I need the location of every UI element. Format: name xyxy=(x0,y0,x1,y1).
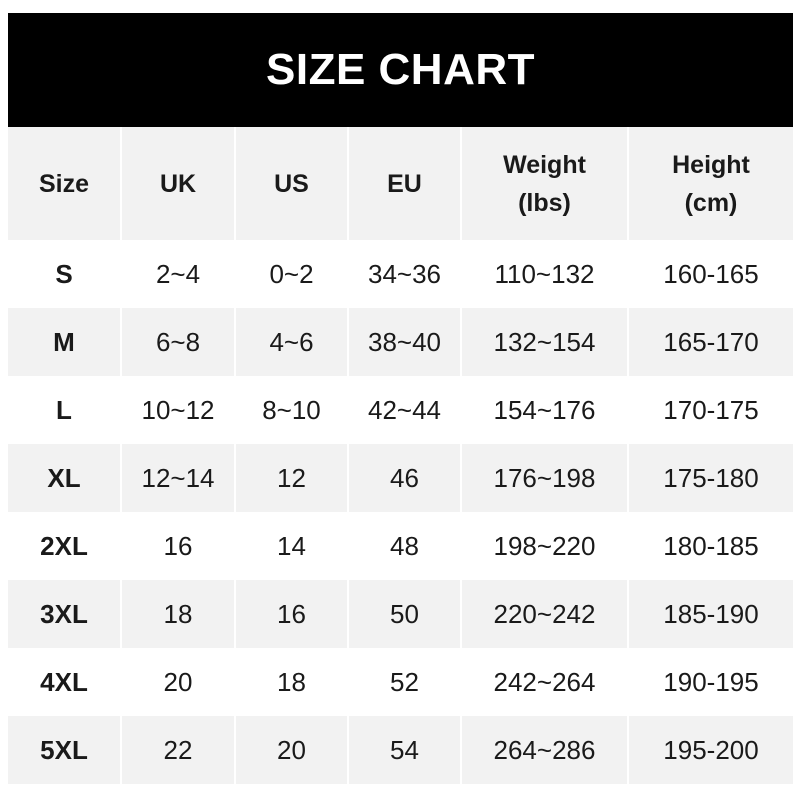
table-row: XL 12~14 12 46 176~198 175-180 xyxy=(8,444,793,512)
size-label: S xyxy=(8,240,122,308)
column-header: US xyxy=(235,127,349,240)
size-label: L xyxy=(8,376,122,444)
table-cell: 132~154 xyxy=(461,308,629,376)
table-cell: 170-175 xyxy=(663,394,759,425)
header-row: Size UK US EU Weight (lbs) Height (cm) xyxy=(8,127,793,240)
table-cell: 195-200 xyxy=(628,716,793,784)
table-cell: 2~4 xyxy=(121,240,236,308)
table-cell: 242~264 xyxy=(461,648,629,716)
table-cell: 10~12 xyxy=(121,376,236,444)
table-cell: 185-190 xyxy=(628,580,793,648)
table-cell: 22 xyxy=(121,716,236,784)
size-label: M xyxy=(8,308,122,376)
table-cell: 46 xyxy=(348,444,462,512)
size-table: Size UK US EU Weight (lbs) Height (cm) S 2~4 0~2 3… xyxy=(8,127,793,784)
table-cell: 42~44 xyxy=(348,376,462,444)
chart-title: SIZE CHART xyxy=(8,13,793,127)
column-header: Weight (lbs) xyxy=(461,127,629,240)
table-row: L 10~12 8~10 42~44 154~176 170-175 xyxy=(8,376,793,444)
table-cell: 110~132 xyxy=(461,240,629,308)
table-row: 3XL 18 16 50 220~242 185-190 xyxy=(8,580,793,648)
table-row: M 6~8 4~6 38~40 132~154 165-170 xyxy=(8,308,793,376)
table-cell: 18 xyxy=(235,648,349,716)
table-cell: 190-195 xyxy=(663,666,759,697)
table-cell: 8~10 xyxy=(235,376,349,444)
table-cell: 4~6 xyxy=(235,308,349,376)
table-cell: 160-165 xyxy=(663,258,759,289)
table-cell: 154~176 xyxy=(461,376,629,444)
table-cell: 18 xyxy=(121,580,236,648)
table-cell: 20 xyxy=(121,648,236,716)
table-cell: 14 xyxy=(235,512,349,580)
table-row: 5XL 22 20 54 264~286 195-200 xyxy=(8,716,793,784)
table-cell: 180-185 xyxy=(663,530,759,561)
table-cell: 34~36 xyxy=(348,240,462,308)
table-cell: 6~8 xyxy=(121,308,236,376)
table-cell: 54 xyxy=(348,716,462,784)
table-row: 2XL 16 14 48 198~220 180-185 xyxy=(8,512,793,580)
table-cell: 165-170 xyxy=(628,308,793,376)
table-cell: 220~242 xyxy=(461,580,629,648)
table-row: S 2~4 0~2 34~36 110~132 160-165 xyxy=(8,240,793,308)
column-header: Size xyxy=(8,127,122,240)
table-row: 4XL 20 18 52 242~264 190-195 xyxy=(8,648,793,716)
table-cell: 52 xyxy=(348,648,462,716)
size-label: 5XL xyxy=(8,716,122,784)
table-cell: 48 xyxy=(348,512,462,580)
table-cell: 176~198 xyxy=(461,444,629,512)
column-header: EU xyxy=(348,127,462,240)
table-cell: 264~286 xyxy=(461,716,629,784)
table-cell: 12 xyxy=(235,444,349,512)
size-chart: SIZE CHART Size UK US EU Weight (lbs) Height (c… xyxy=(8,13,793,784)
size-label: 4XL xyxy=(8,648,122,716)
table-cell: 16 xyxy=(235,580,349,648)
table-cell: 0~2 xyxy=(235,240,349,308)
size-label: 3XL xyxy=(8,580,122,648)
table-cell: 175-180 xyxy=(628,444,793,512)
table-cell: 50 xyxy=(348,580,462,648)
table-cell: 20 xyxy=(235,716,349,784)
column-header: UK xyxy=(121,127,236,240)
table-cell: 12~14 xyxy=(121,444,236,512)
table-cell: 198~220 xyxy=(461,512,629,580)
table-cell: 16 xyxy=(121,512,236,580)
table-cell: 38~40 xyxy=(348,308,462,376)
size-label: XL xyxy=(8,444,122,512)
size-label: 2XL xyxy=(8,512,122,580)
column-header: Height (cm) xyxy=(628,127,793,240)
